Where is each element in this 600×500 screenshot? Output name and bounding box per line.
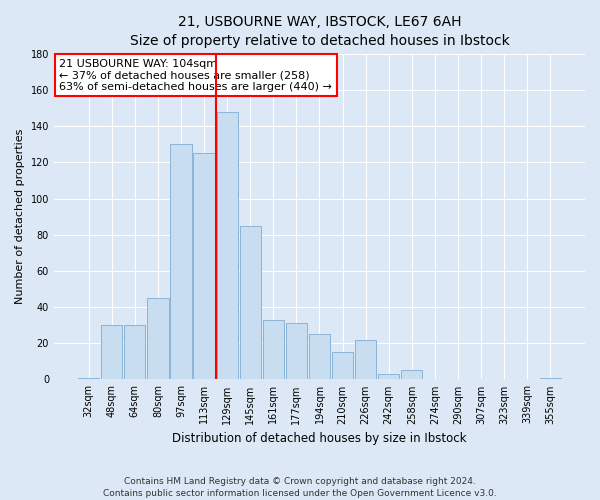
Bar (124, 325, 145, 380)
Y-axis label: Number of detached properties: Number of detached properties (15, 129, 25, 304)
Bar (193, 154, 215, 380)
Text: Contains HM Land Registry data © Crown copyright and database right 2024.
Contai: Contains HM Land Registry data © Crown c… (103, 476, 497, 498)
Bar (147, 298, 169, 380)
Bar (239, 226, 261, 380)
Bar (78, 378, 99, 380)
Bar (263, 320, 284, 380)
Bar (355, 340, 376, 380)
Bar (217, 112, 238, 380)
Bar (539, 378, 561, 380)
Bar (309, 334, 330, 380)
Bar (286, 324, 307, 380)
X-axis label: Distribution of detached houses by size in Ibstock: Distribution of detached houses by size … (172, 432, 467, 445)
Title: 21, USBOURNE WAY, IBSTOCK, LE67 6AH
Size of property relative to detached houses: 21, USBOURNE WAY, IBSTOCK, LE67 6AH Size… (130, 15, 509, 48)
Bar (170, 144, 191, 380)
Bar (378, 374, 400, 380)
Bar (332, 352, 353, 380)
Text: 21 USBOURNE WAY: 104sqm
← 37% of detached houses are smaller (258)
63% of semi-d: 21 USBOURNE WAY: 104sqm ← 37% of detache… (59, 58, 332, 92)
Bar (101, 325, 122, 380)
Bar (401, 370, 422, 380)
